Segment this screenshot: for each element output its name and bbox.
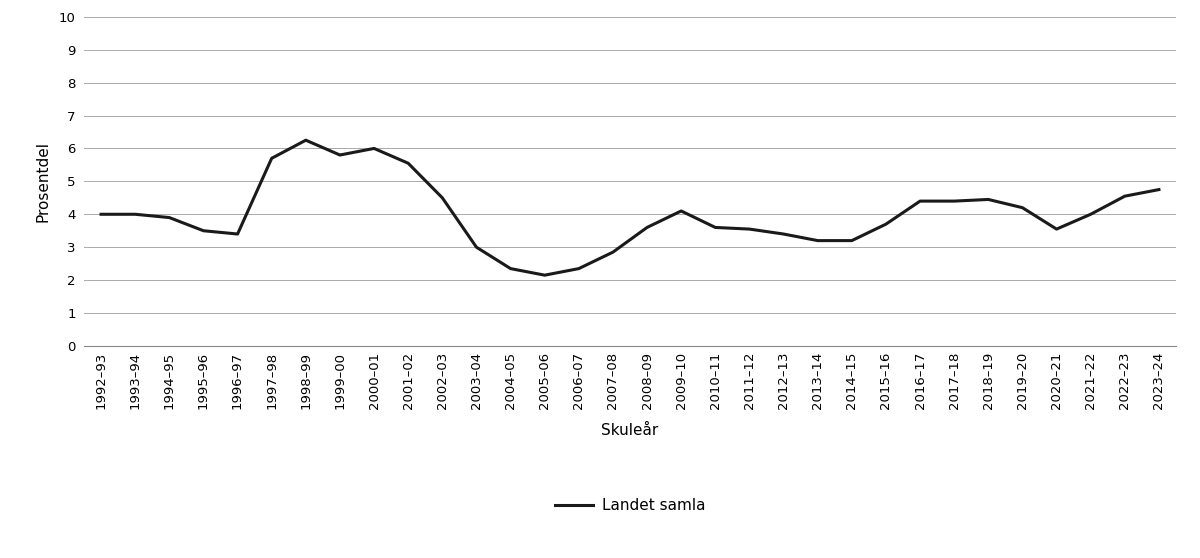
Landet samla — [1084, 211, 1098, 218]
Landet samla — [94, 211, 108, 218]
Landet samla — [1117, 193, 1132, 200]
Landet samla — [982, 196, 996, 203]
Landet samla — [436, 194, 450, 201]
Landet samla — [776, 230, 791, 237]
Landet samla — [1152, 186, 1166, 193]
Landet samla — [469, 244, 484, 251]
Landet samla — [1049, 226, 1063, 233]
Landet samla — [401, 160, 415, 167]
Landet samla — [845, 237, 859, 244]
Landet samla — [367, 145, 382, 152]
Landet samla — [538, 272, 552, 278]
Landet samla — [332, 152, 347, 158]
Landet samla — [878, 221, 893, 228]
Landet samla — [947, 198, 961, 204]
Landet samla — [264, 155, 278, 162]
Legend: Landet samla: Landet samla — [548, 492, 712, 519]
Landet samla — [503, 265, 517, 272]
Landet samla — [197, 228, 211, 234]
Landet samla — [299, 137, 313, 143]
Landet samla — [1015, 204, 1030, 211]
Landet samla — [606, 249, 620, 256]
Y-axis label: Prosentdel: Prosentdel — [36, 141, 50, 222]
Landet samla — [743, 226, 757, 233]
Landet samla — [708, 224, 722, 231]
Landet samla — [230, 230, 245, 237]
Line: Landet samla: Landet samla — [101, 140, 1159, 275]
Landet samla — [913, 198, 928, 204]
Landet samla — [674, 208, 689, 214]
Landet samla — [640, 224, 654, 231]
Landet samla — [162, 214, 176, 221]
X-axis label: Skuleår: Skuleår — [601, 423, 659, 438]
Landet samla — [128, 211, 143, 218]
Landet samla — [571, 265, 586, 272]
Landet samla — [810, 237, 824, 244]
